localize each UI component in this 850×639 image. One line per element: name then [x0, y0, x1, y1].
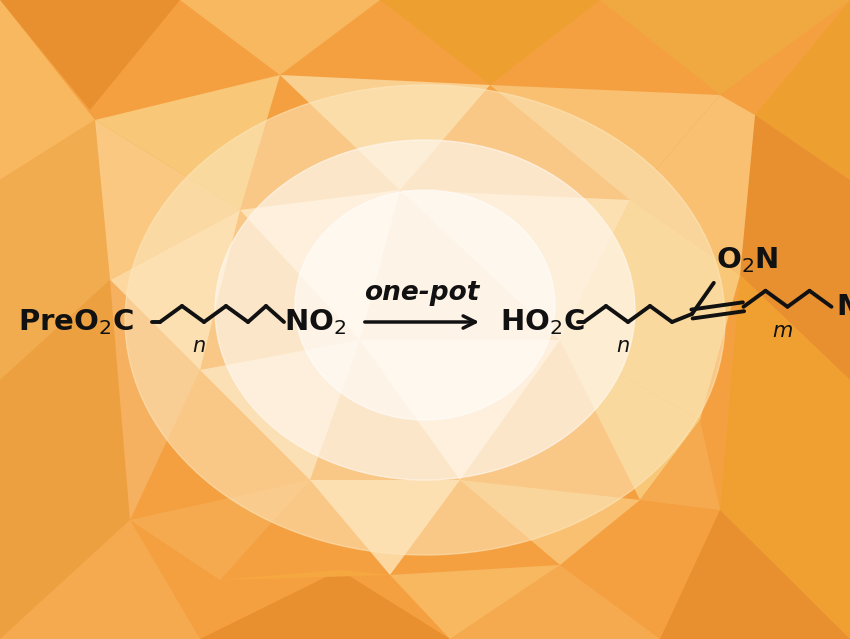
Polygon shape	[95, 75, 280, 210]
Polygon shape	[220, 570, 390, 580]
Polygon shape	[0, 0, 180, 110]
Polygon shape	[130, 480, 310, 580]
Polygon shape	[110, 280, 200, 520]
Polygon shape	[110, 210, 240, 370]
Polygon shape	[95, 120, 240, 280]
Ellipse shape	[125, 85, 725, 555]
Polygon shape	[200, 570, 450, 639]
Polygon shape	[390, 565, 560, 639]
Polygon shape	[280, 75, 490, 190]
Polygon shape	[0, 280, 130, 639]
Polygon shape	[380, 0, 600, 85]
Polygon shape	[450, 565, 660, 639]
Polygon shape	[640, 420, 720, 510]
Polygon shape	[560, 340, 700, 500]
Polygon shape	[400, 190, 630, 340]
Polygon shape	[460, 480, 640, 565]
Text: PreO$_2$C: PreO$_2$C	[18, 307, 133, 337]
Text: Me: Me	[836, 293, 850, 321]
Polygon shape	[0, 120, 110, 380]
Ellipse shape	[215, 140, 635, 480]
Polygon shape	[490, 85, 720, 200]
Polygon shape	[240, 190, 400, 340]
Text: n: n	[616, 336, 630, 356]
Text: HO$_2$C: HO$_2$C	[500, 307, 585, 337]
Polygon shape	[0, 0, 95, 180]
Ellipse shape	[295, 190, 555, 420]
Text: NO$_2$: NO$_2$	[284, 307, 346, 337]
Polygon shape	[360, 340, 560, 480]
Text: m: m	[773, 321, 793, 341]
Polygon shape	[180, 0, 380, 75]
Polygon shape	[630, 95, 755, 275]
Polygon shape	[755, 0, 850, 180]
Polygon shape	[200, 340, 360, 480]
Polygon shape	[720, 275, 850, 639]
Text: n: n	[192, 336, 206, 356]
Polygon shape	[0, 520, 200, 639]
Polygon shape	[560, 200, 740, 420]
Polygon shape	[660, 510, 850, 639]
Polygon shape	[310, 480, 460, 575]
Text: O$_2$N: O$_2$N	[716, 245, 779, 275]
Polygon shape	[740, 115, 850, 380]
Polygon shape	[600, 0, 850, 95]
Text: one-pot: one-pot	[365, 280, 479, 306]
